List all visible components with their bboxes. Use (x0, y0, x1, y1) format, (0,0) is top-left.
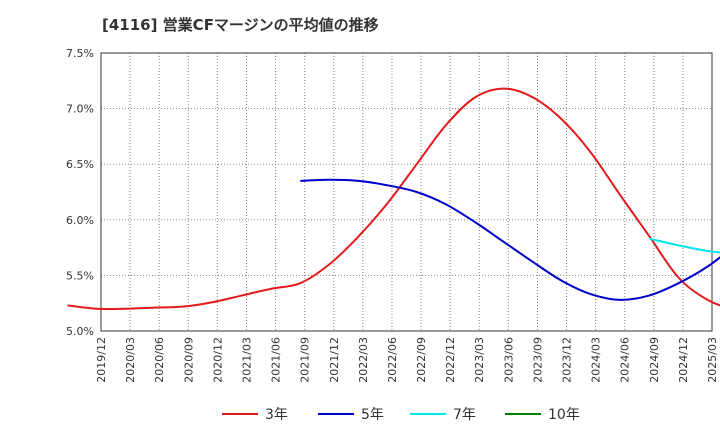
y-tick-label: 7.0% (66, 103, 94, 116)
x-tick-label: 2022/09 (415, 337, 428, 383)
legend-label: 3年 (265, 407, 288, 423)
x-tick-label: 2022/06 (386, 337, 399, 383)
x-tick-label: 2022/03 (357, 337, 370, 383)
legend-label: 10年 (548, 407, 580, 423)
x-tick-label: 2019/12 (95, 337, 108, 383)
x-tick-label: 2023/12 (561, 337, 574, 383)
x-tick-label: 2021/12 (328, 337, 341, 383)
legend-label: 7年 (453, 407, 476, 423)
x-tick-label: 2020/09 (182, 337, 195, 383)
y-tick-label: 5.5% (66, 269, 94, 282)
x-tick-label: 2023/09 (531, 337, 544, 383)
series-line-7y (649, 237, 720, 254)
x-tick-label: 2025/03 (706, 337, 719, 383)
x-tick-label: 2024/12 (677, 337, 690, 383)
y-tick-label: 6.0% (66, 214, 94, 227)
y-tick-label: 7.5% (66, 47, 94, 60)
x-tick-label: 2024/06 (619, 337, 632, 383)
series-line-5y (300, 178, 720, 301)
x-tick-label: 2024/09 (648, 337, 661, 383)
x-tick-label: 2023/06 (502, 337, 515, 383)
x-tick-label: 2020/03 (124, 337, 137, 383)
x-tick-label: 2021/06 (270, 337, 283, 383)
x-tick-label: 2024/03 (590, 337, 603, 383)
plot-frame (100, 52, 713, 332)
x-tick-label: 2020/06 (153, 337, 166, 383)
x-tick-label: 2023/03 (473, 337, 486, 383)
x-tick-label: 2020/12 (211, 337, 224, 383)
y-tick-label: 5.0% (66, 325, 94, 338)
x-tick-label: 2021/09 (299, 337, 312, 383)
x-tick-label: 2021/03 (240, 337, 253, 383)
legend-label: 5年 (361, 407, 384, 423)
chart-title: [4116] 営業CFマージンの平均値の推移 (102, 16, 379, 34)
y-tick-label: 6.5% (66, 158, 94, 171)
x-tick-label: 2022/12 (444, 337, 457, 383)
series-line-3y (67, 87, 720, 311)
